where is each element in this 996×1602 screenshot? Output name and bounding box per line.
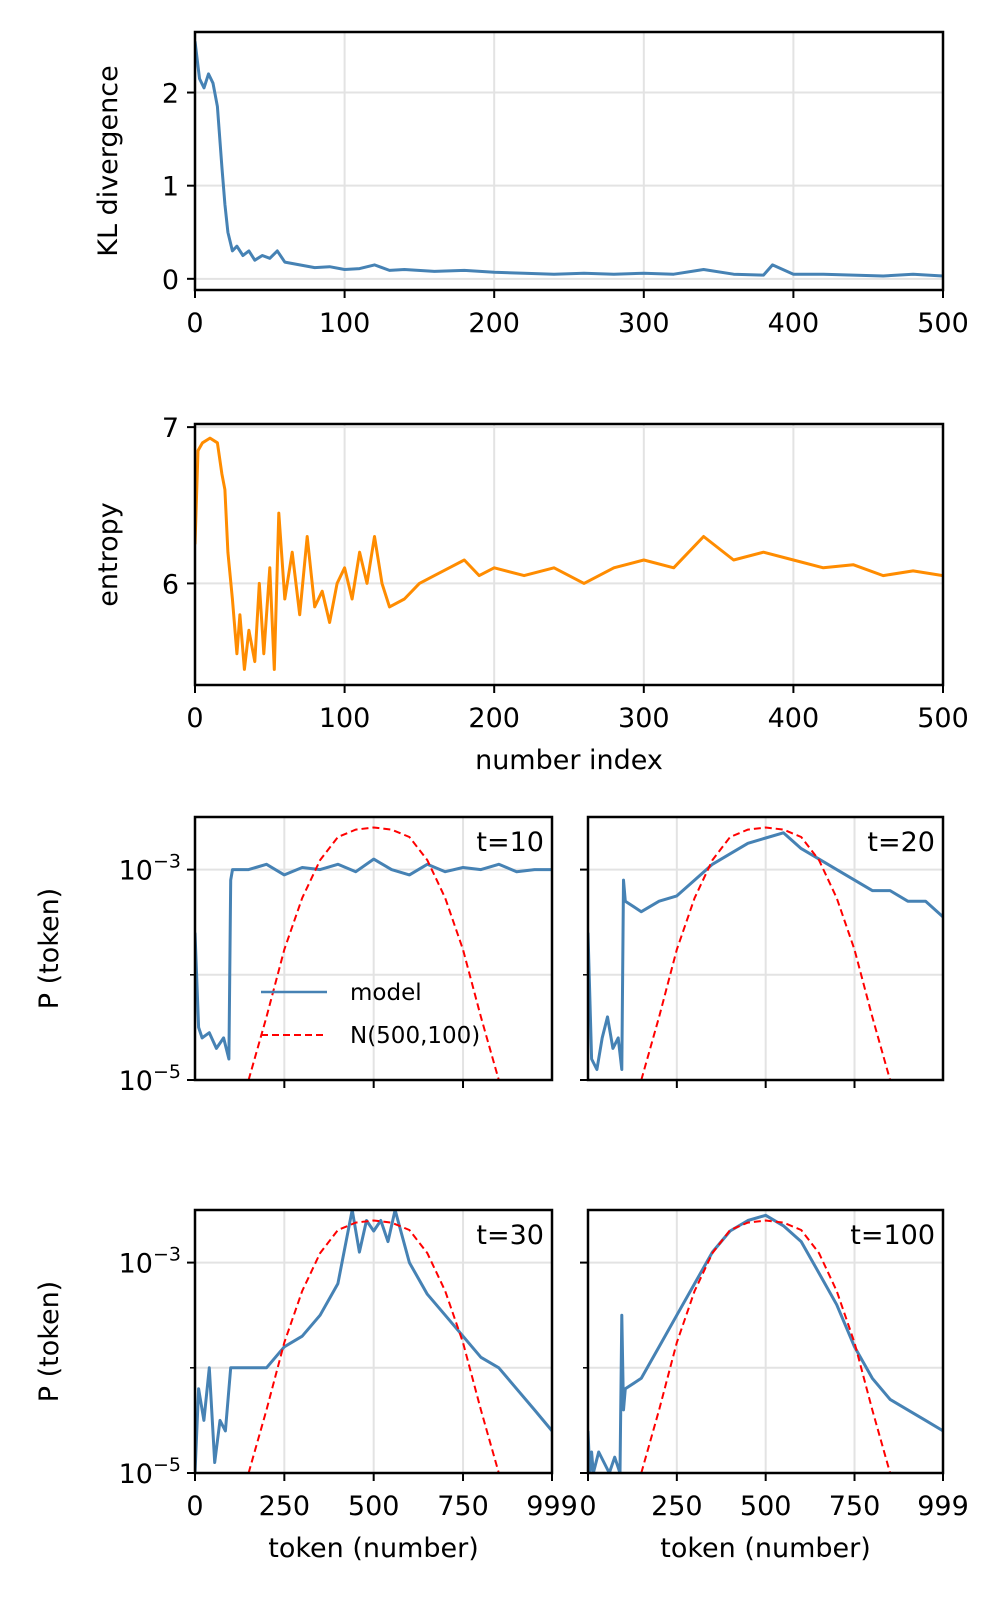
x-tick-label: 750 bbox=[829, 1491, 881, 1522]
legend-label: model bbox=[350, 980, 422, 1006]
series-line-model bbox=[195, 1210, 552, 1473]
x-axis-label: number index bbox=[475, 745, 663, 776]
y-tick-label: 10−3 bbox=[119, 851, 181, 887]
y-axis-label: P (token) bbox=[34, 1281, 65, 1402]
y-tick-base: 10 bbox=[119, 1459, 153, 1490]
y-tick-base: 10 bbox=[119, 856, 153, 887]
x-tick-label: 500 bbox=[740, 1491, 792, 1522]
y-tick-label: 6 bbox=[162, 569, 179, 600]
x-tick-label: 500 bbox=[917, 703, 969, 734]
panel-kl: 0 100 200 300 400 500 0 1 2 KL divergence bbox=[93, 30, 969, 339]
y-tick-base: 10 bbox=[119, 1249, 153, 1280]
x-tick-label: 400 bbox=[768, 703, 820, 734]
series-line-n-500-100 bbox=[640, 1219, 892, 1473]
y-axis-label: entropy bbox=[93, 502, 124, 606]
series-line-n-500-100 bbox=[247, 1219, 500, 1473]
y-axis-label: KL divergence bbox=[93, 65, 124, 257]
y-tick-exponent: −3 bbox=[153, 1244, 181, 1266]
series-line-model bbox=[588, 1213, 943, 1473]
x-tick-label: 0 bbox=[579, 1491, 596, 1522]
series-line-n-500-100 bbox=[247, 826, 500, 1080]
x-tick-label: 200 bbox=[468, 703, 520, 734]
x-tick-label: 200 bbox=[468, 308, 520, 339]
panel-t100: 0 250 500 750 999 token (number) t=100 bbox=[579, 1208, 969, 1564]
grid bbox=[194, 32, 944, 290]
panel-title: t=100 bbox=[850, 1220, 935, 1251]
x-tick-label: 300 bbox=[618, 703, 670, 734]
y-tick-exponent: −5 bbox=[153, 1061, 181, 1083]
grid bbox=[194, 424, 944, 685]
x-tick-label: 999 bbox=[917, 1491, 969, 1522]
x-axis-label: token (number) bbox=[268, 1533, 479, 1564]
x-tick-label: 100 bbox=[319, 308, 371, 339]
y-tick-label: 2 bbox=[162, 79, 179, 110]
x-tick-label: 500 bbox=[348, 1491, 400, 1522]
series-line-model bbox=[588, 831, 943, 1071]
x-tick-label: 400 bbox=[768, 308, 820, 339]
y-tick-exponent: −3 bbox=[153, 851, 181, 873]
y-tick-label: 1 bbox=[162, 172, 179, 203]
axes-frame bbox=[193, 422, 945, 687]
y-tick-label: 0 bbox=[162, 265, 179, 296]
x-axis-label: token (number) bbox=[660, 1533, 871, 1564]
x-tick-label: 100 bbox=[319, 703, 371, 734]
axes-frame bbox=[193, 30, 945, 292]
x-tick-label: 250 bbox=[651, 1491, 703, 1522]
x-tick-label: 0 bbox=[186, 1491, 203, 1522]
x-tick-label: 500 bbox=[917, 308, 969, 339]
y-tick-label: 10−3 bbox=[119, 1244, 181, 1280]
panel-entropy: 0 100 200 300 400 500 6 7 entropy number index bbox=[93, 413, 969, 776]
series-line-entropy bbox=[195, 436, 943, 671]
y-tick-label: 7 bbox=[162, 413, 179, 444]
y-tick-label: 10−5 bbox=[119, 1061, 181, 1097]
y-tick-base: 10 bbox=[119, 1066, 153, 1097]
series-line-model bbox=[195, 857, 552, 1061]
panel-t20: t=20 bbox=[580, 815, 945, 1088]
y-tick-label: 10−5 bbox=[119, 1454, 181, 1490]
x-tick-label: 300 bbox=[618, 308, 670, 339]
x-tick-label: 0 bbox=[186, 703, 203, 734]
x-tick-label: 750 bbox=[437, 1491, 489, 1522]
x-tick-label: 250 bbox=[259, 1491, 311, 1522]
series-line-kl-divergence bbox=[195, 41, 943, 278]
legend: model N(500,100) bbox=[261, 980, 480, 1049]
panel-title: t=20 bbox=[867, 827, 935, 858]
series-line-n-500-100 bbox=[640, 826, 892, 1080]
legend-label: N(500,100) bbox=[350, 1023, 480, 1049]
x-tick-label: 999 bbox=[526, 1491, 578, 1522]
x-tick-label: 0 bbox=[186, 308, 203, 339]
panel-title: t=30 bbox=[476, 1220, 544, 1251]
panel-title: t=10 bbox=[476, 827, 544, 858]
y-tick-exponent: −5 bbox=[153, 1454, 181, 1476]
y-axis-label: P (token) bbox=[34, 888, 65, 1009]
